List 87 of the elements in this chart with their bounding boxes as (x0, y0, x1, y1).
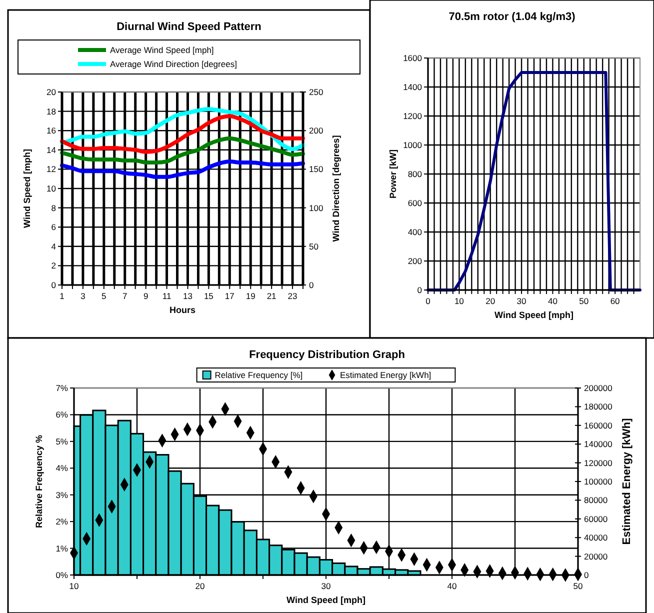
x-tick-label: 19 (246, 291, 256, 301)
y2-tick-label: 180000 (584, 402, 613, 412)
x-tick-label: 50 (573, 581, 583, 591)
line-series (60, 136, 305, 164)
x-tick-label: 40 (447, 581, 457, 591)
legend-label: Average Wind Speed [mph] (110, 45, 214, 55)
y2-tick-label: 100000 (584, 476, 613, 486)
x-tick-label: 60 (610, 296, 620, 306)
x-axis-title: Hours (169, 305, 196, 315)
y-tick-label: 2 (51, 260, 56, 271)
x-tick-label: 17 (224, 291, 235, 301)
y-tick-label: 4 (51, 241, 56, 252)
chart-title: Frequency Distribution Graph (249, 349, 406, 361)
y-tick-label: 1400 (403, 82, 422, 92)
x-tick-label: 11 (162, 291, 172, 301)
y2-tick-label: 250 (309, 87, 324, 97)
line-series (60, 114, 305, 154)
x-tick-label: 20 (195, 581, 205, 591)
x-tick-label: 15 (204, 291, 214, 301)
y-tick-label: 400 (408, 227, 422, 237)
x-tick-label: 3 (80, 291, 86, 301)
y2-axis-title: Estimated Energy [kWh] (621, 418, 633, 545)
x-tick-label: 1 (60, 291, 65, 301)
y2-tick-label: 80000 (584, 495, 608, 506)
y-axis-title: Power [kW] (388, 149, 398, 199)
y2-tick-label: 200000 (584, 383, 613, 393)
x-axis-title: Wind Speed [mph] (286, 595, 366, 605)
x-tick-label: 10 (69, 581, 79, 591)
y-tick-label: 14 (46, 144, 56, 155)
y-tick-label: 6 (51, 222, 56, 232)
legend-label: Relative Frequency [%] (214, 370, 303, 380)
y-tick-label: 1200 (403, 111, 422, 121)
y-tick-label: 16 (46, 126, 56, 136)
y-tick-label: 1% (56, 543, 68, 554)
y2-tick-label: 140000 (584, 439, 613, 450)
x-tick-label: 23 (288, 291, 298, 301)
y2-tick-label: 150 (309, 164, 324, 174)
y-tick-label: 18 (46, 106, 56, 116)
x-tick-label: 10 (454, 296, 464, 306)
y2-tick-label: 120000 (584, 458, 613, 468)
y-axis-title: Wind Speed [mph] (22, 149, 32, 228)
chart-title: 70.5m rotor (1.04 kg/m3) (448, 11, 576, 23)
y2-tick-label: 0 (309, 280, 314, 290)
y-tick-label: 1000 (403, 140, 422, 150)
y2-tick-label: 200 (309, 126, 324, 136)
y2-tick-label: 60000 (584, 514, 608, 524)
y-tick-label: 12 (46, 164, 56, 174)
x-tick-label: 7 (122, 291, 128, 301)
x-tick-label: 13 (183, 291, 193, 301)
x-tick-label: 50 (579, 296, 589, 306)
line-series (60, 106, 305, 152)
y-axis-title: Relative Frequency % (34, 434, 44, 528)
y2-tick-label: 40000 (584, 532, 608, 543)
y-tick-label: 600 (408, 198, 422, 208)
y2-tick-label: 20000 (584, 551, 608, 562)
chart-title: Diurnal Wind Speed Pattern (116, 21, 262, 33)
y-tick-label: 7% (56, 383, 68, 393)
y-tick-label: 10 (46, 184, 56, 194)
x-tick-label: 40 (548, 296, 558, 306)
y2-tick-label: 50 (309, 241, 319, 252)
y2-tick-label: 100 (309, 202, 324, 213)
x-tick-label: 30 (321, 581, 331, 591)
x-tick-label: 20 (486, 296, 496, 306)
line-series (60, 159, 305, 179)
y2-tick-label: 160000 (584, 420, 613, 430)
y-tick-label: 3% (56, 490, 68, 500)
x-tick-label: 0 (426, 296, 431, 306)
y-tick-label: 800 (408, 169, 422, 179)
legend-label: Estimated Energy [kWh] (340, 370, 432, 380)
y-tick-label: 2% (56, 516, 68, 527)
x-axis-title: Wind Speed [mph] (494, 310, 574, 320)
y-tick-label: 20 (46, 87, 56, 97)
x-tick-label: 21 (266, 291, 277, 301)
y-tick-label: 8 (51, 202, 56, 213)
x-tick-label: 30 (516, 296, 527, 306)
y-tick-label: 0 (51, 280, 56, 290)
x-tick-label: 9 (143, 291, 148, 301)
y-tick-label: 6% (56, 410, 68, 420)
x-tick-label: 5 (102, 291, 107, 301)
y-tick-label: 0% (56, 570, 68, 580)
y2-axis-title: Wind Direction [degrees] (331, 135, 341, 242)
y-tick-label: 200 (408, 256, 422, 266)
legend-label: Average Wind Direction [degrees] (110, 59, 237, 69)
y-tick-label: 1600 (403, 53, 422, 63)
y2-tick-label: 0 (584, 570, 589, 580)
y-tick-label: 5% (56, 436, 68, 446)
y-tick-label: 4% (56, 463, 68, 474)
